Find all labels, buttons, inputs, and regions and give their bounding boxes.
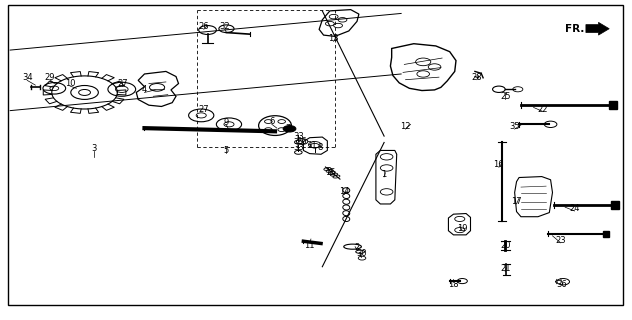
- Text: 14: 14: [339, 188, 349, 196]
- Text: 1: 1: [382, 170, 387, 179]
- Text: 27: 27: [117, 79, 128, 88]
- Text: 33: 33: [293, 132, 304, 140]
- Text: 31: 31: [307, 141, 317, 150]
- Text: 35: 35: [509, 122, 520, 131]
- Text: 23: 23: [556, 236, 566, 245]
- Text: 9: 9: [224, 118, 229, 127]
- Text: 15: 15: [325, 168, 335, 177]
- Bar: [603, 231, 609, 237]
- Text: 2: 2: [355, 243, 360, 252]
- Text: FR.: FR.: [564, 24, 584, 34]
- Text: 13: 13: [329, 35, 339, 44]
- Bar: [611, 201, 619, 209]
- Text: 25: 25: [500, 92, 511, 101]
- Text: 33: 33: [293, 143, 304, 152]
- Text: 28: 28: [471, 73, 482, 82]
- Text: 12: 12: [400, 122, 411, 131]
- Text: 36: 36: [557, 280, 568, 289]
- Text: 7: 7: [285, 124, 290, 133]
- Text: 6: 6: [269, 117, 274, 126]
- Text: 26: 26: [297, 137, 307, 146]
- Text: 5: 5: [224, 146, 229, 155]
- Text: 32: 32: [219, 22, 230, 31]
- Polygon shape: [586, 22, 609, 35]
- Text: 18: 18: [448, 280, 459, 289]
- Text: 8: 8: [318, 143, 323, 152]
- Text: 3: 3: [92, 144, 97, 153]
- Text: 21: 21: [500, 264, 511, 274]
- Circle shape: [283, 125, 296, 132]
- Text: 19: 19: [457, 224, 468, 233]
- Text: 4: 4: [142, 85, 147, 94]
- Text: 24: 24: [569, 204, 580, 213]
- Text: 20: 20: [500, 241, 511, 250]
- Text: 30: 30: [356, 250, 367, 259]
- Bar: [609, 101, 617, 109]
- Text: 11: 11: [305, 241, 315, 250]
- Text: 16: 16: [494, 160, 504, 169]
- Text: 22: 22: [538, 105, 549, 114]
- Text: 10: 10: [65, 79, 75, 88]
- Text: 17: 17: [511, 197, 522, 206]
- Text: 27: 27: [198, 105, 209, 114]
- Text: 34: 34: [22, 73, 32, 82]
- Text: 29: 29: [45, 73, 55, 82]
- Text: 26: 26: [198, 22, 209, 31]
